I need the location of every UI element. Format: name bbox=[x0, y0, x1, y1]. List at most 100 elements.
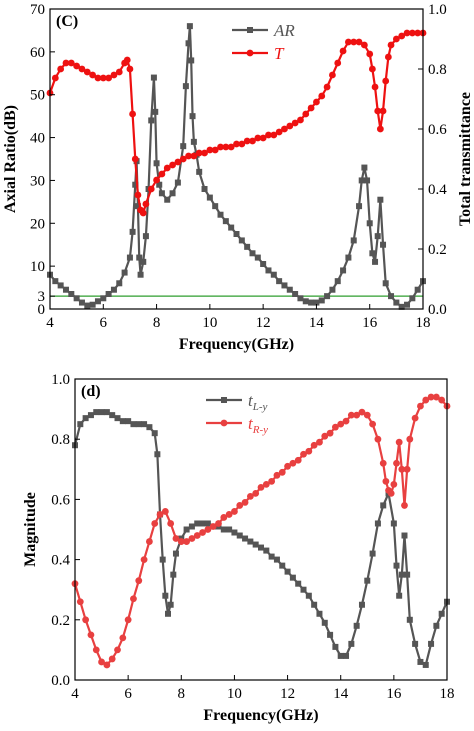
legend: AR T bbox=[232, 21, 295, 63]
legend-label: AR bbox=[273, 21, 295, 40]
data-point bbox=[390, 480, 398, 488]
data-point bbox=[311, 601, 318, 608]
x-axis-label: Frequency(GHz) bbox=[203, 707, 318, 724]
data-point bbox=[206, 146, 214, 154]
y-tick-label: 20 bbox=[30, 216, 45, 232]
data-point bbox=[228, 224, 235, 231]
data-point bbox=[372, 258, 379, 265]
data-point bbox=[146, 538, 153, 545]
data-point bbox=[408, 29, 416, 37]
x-tick-label: 16 bbox=[386, 686, 402, 702]
data-point bbox=[273, 471, 281, 479]
data-point bbox=[265, 267, 272, 274]
data-point bbox=[170, 571, 177, 578]
data-point bbox=[150, 74, 157, 81]
data-point bbox=[188, 523, 195, 530]
data-point bbox=[398, 32, 406, 40]
data-point bbox=[204, 526, 212, 533]
data-point bbox=[355, 38, 363, 46]
data-point bbox=[438, 610, 445, 617]
data-point bbox=[393, 562, 400, 569]
data-point bbox=[384, 53, 392, 61]
x-tick-label: 18 bbox=[416, 315, 431, 331]
data-point bbox=[329, 286, 336, 293]
series-t-R-y bbox=[71, 393, 451, 669]
data-point bbox=[194, 520, 201, 527]
data-point bbox=[236, 502, 244, 509]
data-point bbox=[84, 302, 91, 309]
data-point bbox=[313, 299, 320, 306]
data-point bbox=[334, 59, 342, 67]
data-point bbox=[358, 177, 365, 184]
data-point bbox=[195, 149, 203, 157]
data-point bbox=[392, 35, 400, 43]
data-point bbox=[206, 194, 213, 201]
data-point bbox=[291, 119, 299, 127]
series-t-L-y bbox=[72, 409, 450, 668]
data-point bbox=[432, 393, 440, 401]
data-point bbox=[347, 411, 355, 419]
y-tick-label: 30 bbox=[30, 173, 45, 189]
data-point bbox=[114, 415, 121, 422]
data-point bbox=[236, 532, 243, 539]
data-point bbox=[105, 74, 113, 82]
data-point bbox=[62, 286, 69, 293]
data-point bbox=[89, 71, 97, 79]
data-point bbox=[302, 110, 310, 118]
data-point bbox=[356, 203, 363, 210]
data-point bbox=[324, 293, 331, 300]
data-point bbox=[252, 541, 259, 548]
legend-name: t bbox=[248, 391, 254, 410]
data-point bbox=[73, 295, 80, 302]
data-point bbox=[363, 411, 371, 419]
data-point bbox=[382, 280, 389, 287]
data-point bbox=[294, 456, 302, 464]
data-point bbox=[57, 65, 65, 73]
data-point bbox=[268, 477, 276, 485]
data-point bbox=[395, 438, 403, 446]
data-point bbox=[302, 298, 309, 305]
data-point bbox=[401, 532, 408, 539]
data-point bbox=[254, 254, 261, 261]
data-point bbox=[163, 164, 171, 172]
data-point bbox=[185, 152, 192, 160]
x-tick-label: 6 bbox=[124, 686, 132, 702]
data-point bbox=[374, 233, 381, 240]
series-line bbox=[73, 395, 448, 667]
legend-marker bbox=[221, 397, 227, 403]
data-point bbox=[225, 511, 233, 518]
y-tick-label: 3 bbox=[38, 289, 46, 305]
data-point bbox=[374, 520, 381, 527]
plot-frame bbox=[74, 378, 448, 681]
data-point bbox=[162, 592, 169, 599]
data-point bbox=[98, 658, 105, 666]
data-point bbox=[159, 556, 166, 563]
y-tick-label: 0.2 bbox=[51, 613, 70, 629]
data-point bbox=[135, 577, 143, 585]
data-point bbox=[139, 209, 147, 217]
data-point bbox=[132, 181, 139, 188]
data-point bbox=[142, 233, 149, 240]
data-point bbox=[189, 113, 196, 120]
x-tick-label: 18 bbox=[440, 686, 455, 702]
data-point bbox=[141, 421, 148, 428]
data-point bbox=[130, 595, 137, 603]
y-tick-label: 0 bbox=[38, 302, 46, 318]
data-point bbox=[73, 62, 81, 70]
legend-marker bbox=[220, 419, 228, 427]
data-point bbox=[108, 655, 116, 663]
data-point bbox=[137, 271, 144, 278]
data-point bbox=[83, 68, 91, 76]
data-point bbox=[396, 592, 403, 599]
data-point bbox=[414, 29, 422, 37]
data-point bbox=[414, 286, 421, 293]
data-point bbox=[243, 137, 251, 145]
data-point bbox=[68, 291, 75, 297]
data-point bbox=[134, 191, 142, 199]
data-point bbox=[353, 622, 360, 629]
data-point bbox=[262, 480, 270, 488]
data-point bbox=[368, 65, 376, 73]
data-point bbox=[340, 267, 347, 274]
data-point bbox=[87, 412, 94, 419]
data-point bbox=[380, 502, 387, 509]
